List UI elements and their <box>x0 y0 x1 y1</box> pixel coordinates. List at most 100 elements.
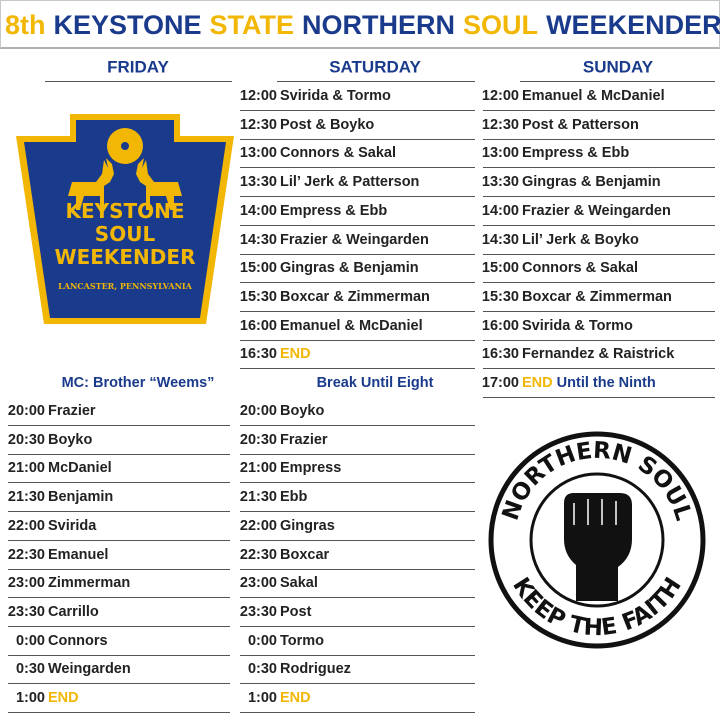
slot-time: 23:30 <box>239 603 277 620</box>
act-name: Boyko <box>48 431 93 448</box>
slot-act: Boxcar <box>280 547 329 562</box>
row-rule <box>8 712 230 713</box>
title-word: NORTHERN <box>302 10 456 40</box>
northern-soul-badge: NORTHERN SOUL KEEP THE FAITH <box>488 431 706 649</box>
slot-time: 17:00 <box>481 374 519 391</box>
act-name: Empress & Ebb <box>280 202 388 219</box>
slot-act: Gingras <box>280 517 335 534</box>
slot-act: Zimmerman <box>48 576 130 591</box>
row-rule <box>240 167 475 169</box>
act-name: McDaniel <box>48 460 112 477</box>
slot-time: 13:00 <box>481 145 519 162</box>
slot-act: Connors & Sakal <box>280 146 396 161</box>
row-rule <box>240 683 475 685</box>
title-word: SOUL <box>463 10 539 40</box>
row-rule <box>8 453 230 455</box>
slot-act: Connors <box>48 633 108 648</box>
slot-act: Post & Patterson <box>522 117 639 132</box>
slot-act: Svirida & Tormo <box>522 318 633 333</box>
row-rule <box>240 568 475 570</box>
row-rule <box>240 539 475 541</box>
row-rule <box>8 654 230 656</box>
slot-time: 15:00 <box>481 259 519 276</box>
slot-act: Svirida <box>48 518 96 534</box>
act-name: Boxcar & Zimmerman <box>522 288 672 305</box>
slot-act: Boyko <box>280 404 324 419</box>
act-name: Frazier <box>48 402 96 419</box>
row-rule <box>483 397 715 398</box>
row-rule <box>240 282 475 284</box>
slot-time: 20:00 <box>7 402 45 419</box>
slot-time: 0:00 <box>247 632 277 649</box>
slot-act: Emanuel & McDaniel <box>280 318 423 333</box>
act-name: Sakal <box>280 574 318 591</box>
title-bar: 8th KEYSTONE STATE NORTHERN SOUL WEEKENDER <box>0 0 720 49</box>
slot-time: 16:00 <box>481 317 519 334</box>
badge-inner-ring <box>529 472 665 608</box>
slot-time: 22:30 <box>239 546 277 563</box>
slot-time: 21:00 <box>239 460 277 477</box>
slot-act: Gingras & Benjamin <box>280 261 419 276</box>
stag-left <box>68 158 114 210</box>
row-rule <box>240 368 475 370</box>
header-rule <box>520 81 715 82</box>
slot-act: Tormo <box>280 633 324 648</box>
act-name: Empress & Ebb <box>522 145 630 162</box>
row-rule <box>483 339 715 341</box>
slot-time: 20:00 <box>239 402 277 419</box>
row-rule <box>240 453 475 455</box>
slot-act: Sakal <box>280 576 318 591</box>
act-name: Boxcar <box>280 546 330 563</box>
slot-act: Rodriguez <box>280 662 351 677</box>
slot-time: 12:30 <box>239 116 277 133</box>
row-rule <box>483 368 715 370</box>
slot-time: 20:30 <box>7 431 45 448</box>
slot-act: Fernandez & Raistrick <box>522 347 674 362</box>
slot-act: Weingarden <box>48 662 131 677</box>
slot-time: 12:00 <box>239 87 277 104</box>
act-name: Rodriguez <box>280 661 351 678</box>
row-rule <box>483 138 715 140</box>
row-rule <box>483 196 715 198</box>
slot-act: Frazier <box>280 432 328 447</box>
slot-act: Boxcar & Zimmerman <box>280 289 430 305</box>
slot-time: 16:30 <box>481 346 519 363</box>
slot-time: 14:00 <box>481 202 519 219</box>
act-name: Frazier & Weingarden <box>280 231 429 248</box>
row-rule <box>8 539 230 541</box>
row-rule <box>240 138 475 140</box>
act-name: Carrillo <box>48 603 99 620</box>
slot-time: 22:00 <box>239 517 277 534</box>
slot-act: Svirida & Tormo <box>280 89 391 104</box>
row-rule <box>8 597 230 599</box>
slot-time: 14:00 <box>239 202 277 219</box>
act-name: Gingras & Benjamin <box>280 259 419 276</box>
slot-time: 16:00 <box>239 317 277 334</box>
slot-time: 13:30 <box>239 173 277 190</box>
section-note: MC: Brother “Weems” <box>61 374 215 391</box>
slot-act: END Until the Ninth <box>522 376 656 391</box>
title-word: STATE <box>209 10 295 40</box>
stag-right <box>136 158 182 210</box>
act-name: Emanuel & McDaniel <box>522 87 665 104</box>
slot-act: Lil’ Jerk & Patterson <box>280 175 419 190</box>
act-name: Gingras <box>280 517 335 534</box>
slot-time: 22:30 <box>7 546 45 563</box>
slot-time: 21:30 <box>7 488 45 505</box>
row-rule <box>8 482 230 484</box>
row-rule <box>483 253 715 255</box>
slot-act: Emanuel <box>48 547 108 562</box>
row-rule <box>8 425 230 426</box>
slot-act: Frazier & Weingarden <box>522 203 671 219</box>
act-name: Weingarden <box>48 661 131 678</box>
slot-time: 15:30 <box>481 288 519 305</box>
act-name: Lil’ Jerk & Patterson <box>280 173 420 190</box>
slot-time: 0:30 <box>15 661 45 678</box>
row-rule <box>8 568 230 570</box>
row-rule <box>240 253 475 255</box>
act-name: Post & Boyko <box>280 116 375 133</box>
row-rule <box>240 712 475 713</box>
logo-line: KEYSTONE <box>65 199 184 223</box>
fist-icon <box>564 493 632 601</box>
